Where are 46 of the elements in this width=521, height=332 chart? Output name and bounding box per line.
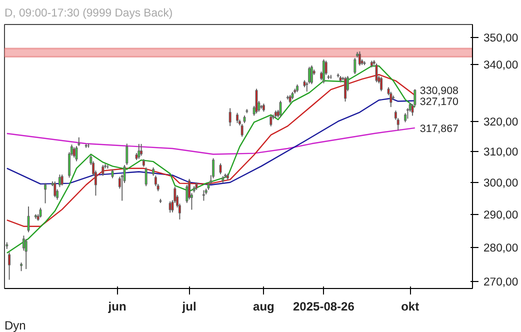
candlestick xyxy=(144,166,148,187)
y-tick-label: 350,00 xyxy=(484,32,518,44)
annotation: 330,908 xyxy=(420,85,458,98)
annotation: 327,170 xyxy=(420,96,458,108)
y-tick-label: 320,00 xyxy=(484,116,518,129)
y-tick-label: 290,00 xyxy=(484,209,518,222)
y-tick-label: 270,00 xyxy=(484,276,518,289)
candlestick xyxy=(390,91,392,108)
annotation: 317,867 xyxy=(420,122,458,135)
y-tick-label: 300,00 xyxy=(484,177,518,190)
candlestick xyxy=(60,174,64,186)
candlestick xyxy=(24,238,28,270)
candlestick xyxy=(58,174,61,188)
candlestick xyxy=(310,64,313,85)
candlestick xyxy=(102,164,104,176)
candlestick xyxy=(111,168,114,179)
candlestick xyxy=(358,50,361,66)
y-tick-label: 340,00 xyxy=(484,60,518,72)
candlestick xyxy=(44,182,47,204)
candlestick xyxy=(236,112,239,124)
candlestick xyxy=(344,76,347,102)
x-tick-label: aug xyxy=(253,300,274,314)
y-tick-label: 310,00 xyxy=(484,146,518,159)
line-series xyxy=(6,74,416,227)
candlestick xyxy=(140,143,143,156)
candlestick xyxy=(270,114,272,127)
candlestick xyxy=(322,58,325,84)
chart-title: D, 09:00-17:30 (9999 Days Back) xyxy=(4,8,173,20)
x-tick-label: 2025-08-26 xyxy=(293,300,355,314)
candlestick xyxy=(228,108,232,127)
candlestick xyxy=(138,143,140,160)
x-tick-label: okt xyxy=(401,300,420,314)
line-series xyxy=(6,65,416,254)
candlestick xyxy=(54,180,56,198)
candlestick xyxy=(8,252,11,280)
candlestick xyxy=(240,123,244,138)
candlestick xyxy=(168,200,172,214)
line-series xyxy=(6,127,416,155)
candlestick xyxy=(354,57,356,75)
x-tick-label: jun xyxy=(107,300,126,314)
text: Dyn xyxy=(4,318,26,332)
candlestick xyxy=(72,146,76,158)
candlestick xyxy=(380,76,383,92)
y-tick-label: 280,00 xyxy=(484,242,518,254)
candlestick xyxy=(126,143,128,166)
x-tick-label: jul xyxy=(181,300,196,314)
